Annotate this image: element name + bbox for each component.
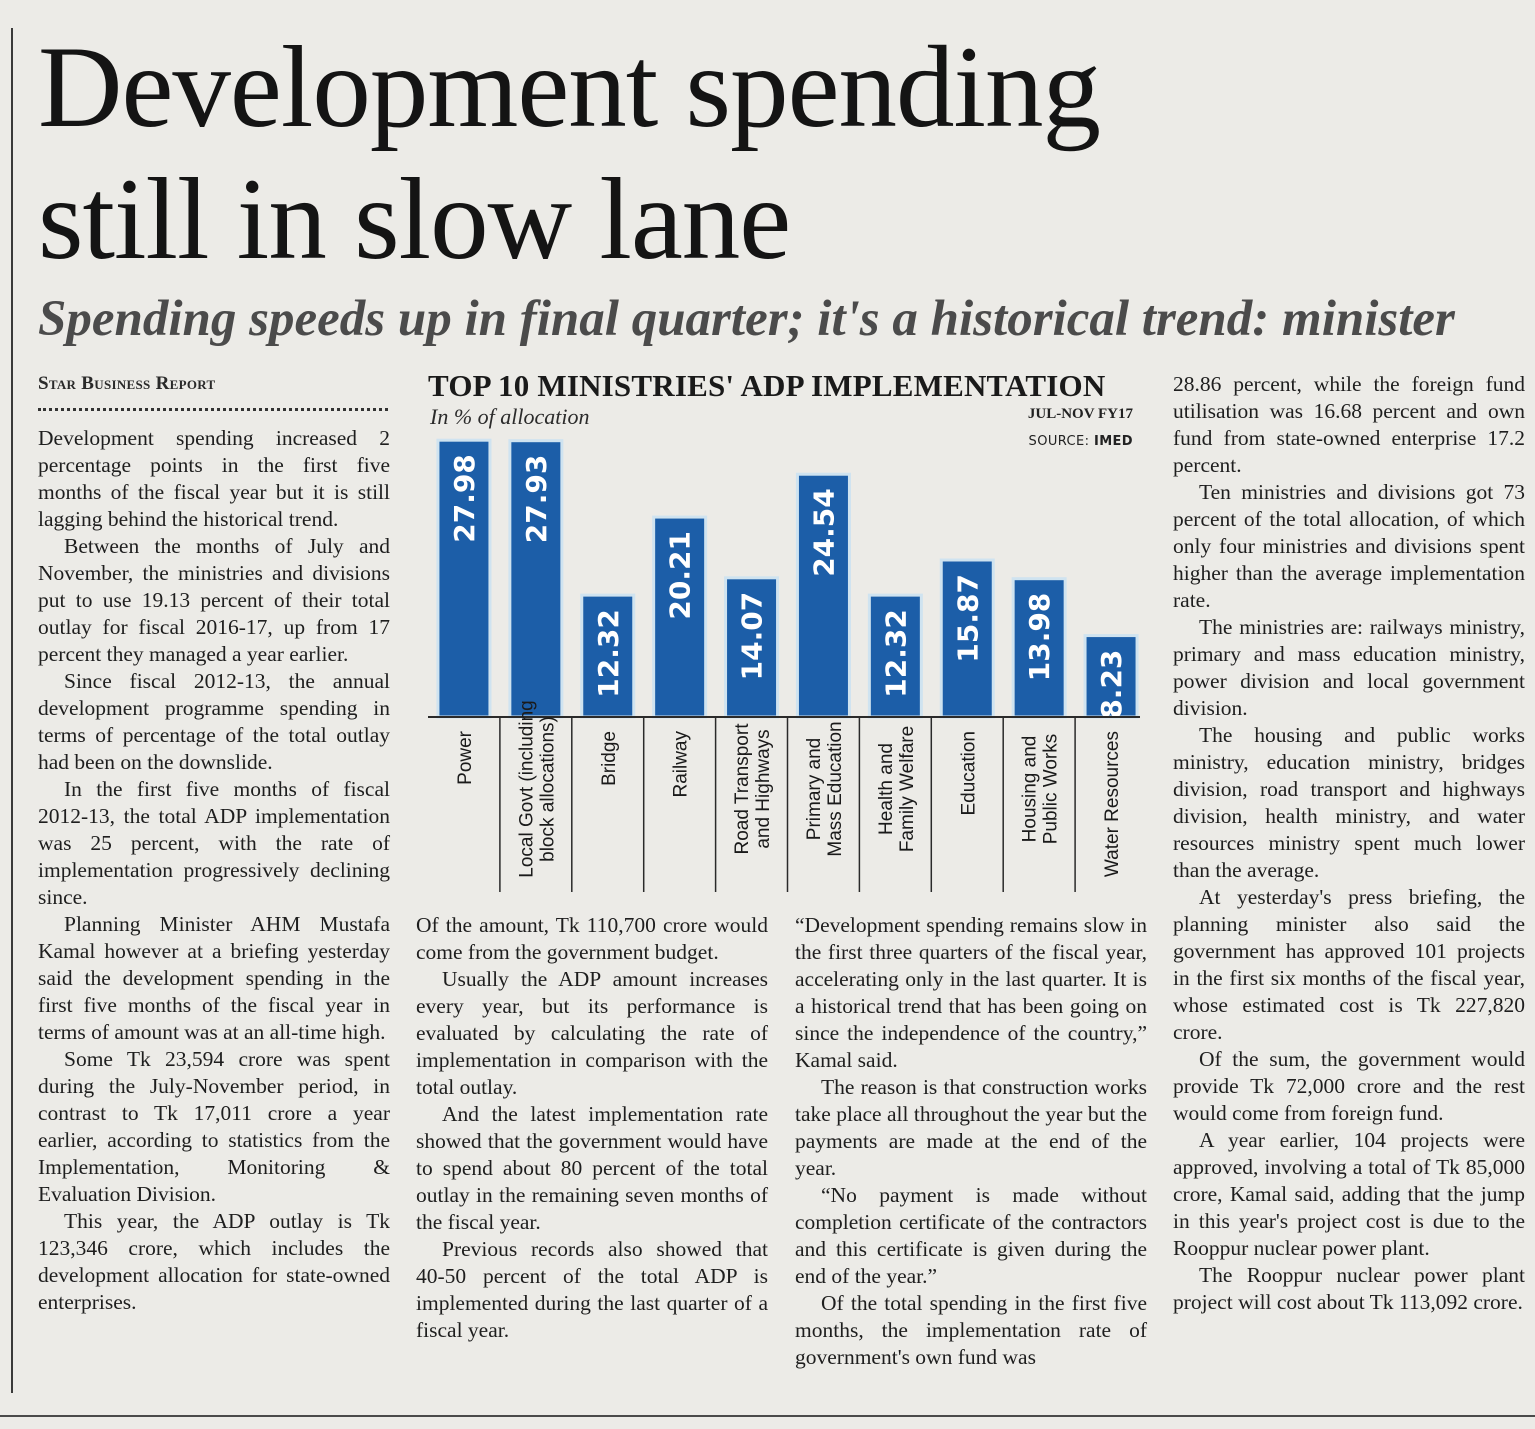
byline: Star Business Report xyxy=(38,373,216,394)
category-label: Family Welfare xyxy=(897,726,918,852)
chart-source-label: SOURCE: xyxy=(1028,434,1090,449)
bar-value-label: 12.32 xyxy=(879,609,912,698)
chart-title: TOP 10 MINISTRIES' ADP IMPLEMENTATION xyxy=(428,368,1106,403)
bar-value-label: 14.07 xyxy=(736,592,769,681)
bar-value-label: 24.54 xyxy=(807,488,840,577)
bar-chart: 27.98 27.93 12.32 20.21 14.07 24.54 12.32 15.87… xyxy=(428,438,1140,892)
category-label: Public Works xyxy=(1041,734,1062,845)
category-label: Local Govt (including xyxy=(516,700,537,877)
category-label: Education xyxy=(958,731,979,816)
paragraph: Of the total spending in the first five … xyxy=(795,1291,1147,1369)
category-label: and Highways xyxy=(753,729,774,848)
bar xyxy=(436,438,492,719)
bar xyxy=(652,515,708,719)
bar-value-label: 15.87 xyxy=(951,574,984,663)
paragraph: Usually the ADP amount increases every y… xyxy=(416,967,768,1099)
article-column-3: “Development spending remains slow in th… xyxy=(795,912,1147,1371)
bottom-rule xyxy=(0,1415,1535,1417)
article-column-4: 28.86 percent, while the foreign fund ut… xyxy=(1173,371,1525,1316)
headline-line-2: still in slow lane xyxy=(38,155,791,284)
category-label: Railway xyxy=(671,731,692,798)
paragraph: Some Tk 23,594 crore was spent during th… xyxy=(38,1047,390,1206)
paragraph: In the first five months of fiscal 2012-… xyxy=(38,777,390,909)
category-label: Road Transport xyxy=(732,723,753,855)
chart-subtitle: In % of allocation xyxy=(430,404,590,429)
chart-source: SOURCE: IMED xyxy=(900,434,1133,449)
paragraph: Previous records also showed that 40-50 … xyxy=(416,1237,768,1342)
bar-value-label: 20.21 xyxy=(664,531,697,620)
paragraph: Of the amount, Tk 110,700 crore would co… xyxy=(416,913,768,964)
byline-divider xyxy=(38,408,388,411)
chart-period: JUL-NOV FY17 xyxy=(1027,406,1133,422)
bar xyxy=(580,593,636,719)
bar-value-label: 13.98 xyxy=(1023,593,1056,682)
paragraph: And the latest implementation rate showe… xyxy=(416,1102,768,1234)
category-label: Health and xyxy=(876,743,897,835)
category-label: Mass Education xyxy=(825,721,846,856)
paragraph: A year earlier, 104 projects were approv… xyxy=(1173,1128,1525,1260)
category-label: block allocations) xyxy=(537,716,558,862)
paragraph: Between the months of July and November,… xyxy=(38,534,390,666)
category-label: Primary and xyxy=(804,738,825,840)
category-label: Housing and xyxy=(1020,736,1041,843)
paragraph: “No payment is made without completion c… xyxy=(795,1183,1147,1288)
paragraph: “Development spending remains slow in th… xyxy=(795,913,1147,1072)
paragraph: The housing and public works ministry, e… xyxy=(1173,723,1525,882)
bar xyxy=(1011,577,1067,719)
chart-source-name: IMED xyxy=(1093,434,1133,449)
article-column-1: Development spending increased 2 percent… xyxy=(38,425,390,1316)
paragraph: At yesterday's press briefing, the plann… xyxy=(1173,885,1525,1044)
bar-value-label: 12.32 xyxy=(592,609,625,698)
paragraph: Planning Minister AHM Mustafa Kamal howe… xyxy=(38,912,390,1044)
paragraph: Of the sum, the government would provide… xyxy=(1173,1047,1525,1125)
paragraph: The reason is that construction works ta… xyxy=(795,1075,1147,1180)
bar xyxy=(508,439,564,719)
bar-value-label: 8.23 xyxy=(1095,650,1128,719)
category-label: Water Resources xyxy=(1102,731,1123,877)
bar-value-label: 27.98 xyxy=(448,454,481,543)
bar xyxy=(795,472,851,719)
article-column-2: Of the amount, Tk 110,700 crore would co… xyxy=(416,912,768,1344)
paragraph: The Rooppur nuclear power plant project … xyxy=(1173,1263,1525,1314)
category-label: Bridge xyxy=(599,731,620,786)
left-column-rule xyxy=(11,28,13,1393)
paragraph: This year, the ADP outlay is Tk 123,346 … xyxy=(38,1209,390,1314)
category-label: Power xyxy=(455,730,476,785)
headline-line-1: Development spending xyxy=(38,23,1101,152)
paragraph: Development spending increased 2 percent… xyxy=(38,426,390,531)
subheadline: Spending speeds up in final quarter; it'… xyxy=(38,291,1455,347)
paragraph: Ten ministries and divisions got 73 perc… xyxy=(1173,480,1525,612)
paragraph: The ministries are: railways ministry, p… xyxy=(1173,615,1525,720)
paragraph: Since fiscal 2012-13, the annual develop… xyxy=(38,669,390,774)
paragraph: 28.86 percent, while the foreign fund ut… xyxy=(1173,372,1525,477)
bar-value-label: 27.93 xyxy=(520,455,553,544)
headline: Development spending still in slow lane xyxy=(38,22,1518,286)
